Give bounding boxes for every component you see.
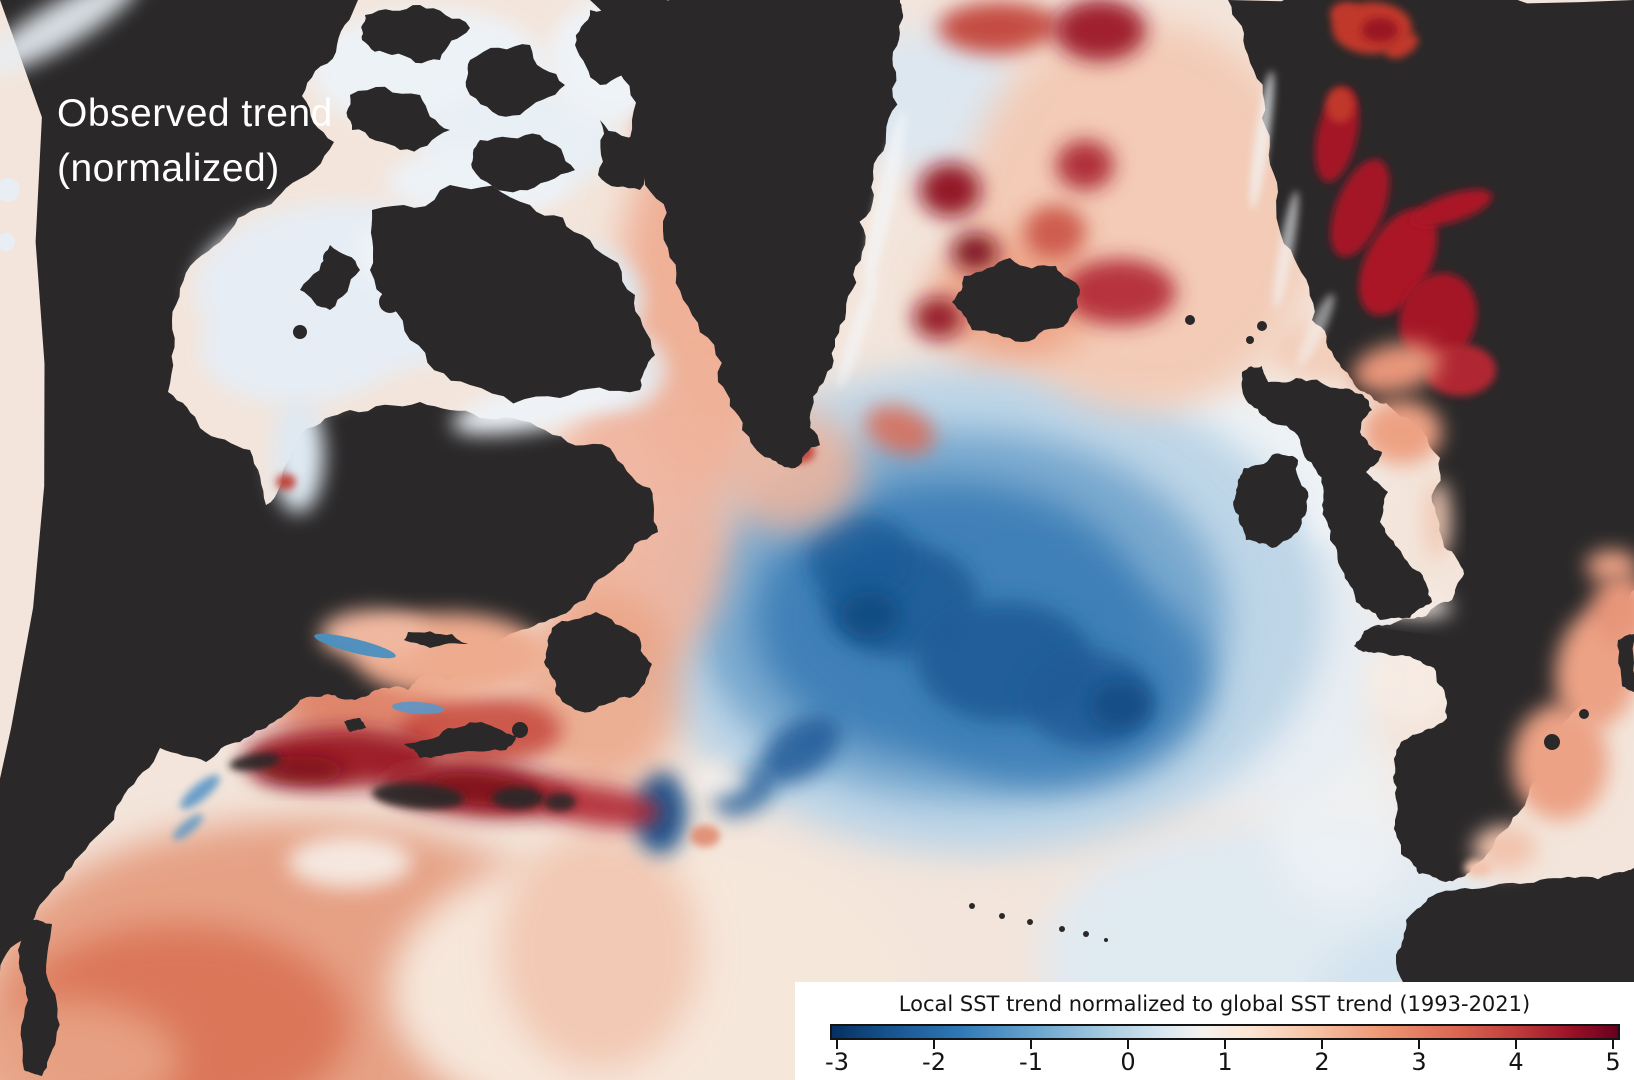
southampton-island: [300, 245, 360, 310]
arctic-island-5: [575, 10, 650, 85]
colorbar-tick: [1127, 1040, 1129, 1049]
colorbar-tick: [1321, 1040, 1323, 1049]
colorbar-tick: [836, 1040, 838, 1049]
colorbar-tick: [1515, 1040, 1517, 1049]
colorbar-gradient: [830, 1024, 1620, 1040]
arctic-island-6: [598, 120, 648, 190]
colorbar-tick-label: 3: [1411, 1048, 1427, 1076]
newfoundland: [544, 612, 652, 713]
map-title: Observed trend (normalized): [57, 86, 333, 196]
great-britain: [1241, 366, 1432, 620]
colorbar-tick-label: 4: [1508, 1048, 1524, 1076]
colorbar-tick: [1224, 1040, 1226, 1049]
colorbar-tick: [1418, 1040, 1420, 1049]
florida: [18, 918, 60, 1076]
colorbar-tick-label: -1: [1019, 1048, 1043, 1076]
nova-scotia: [404, 722, 516, 758]
colorbar-tick-label: 2: [1314, 1048, 1330, 1076]
arctic-island-4: [471, 133, 575, 193]
colorbar-title: Local SST trend normalized to global SST…: [898, 992, 1531, 1016]
colorbar-tick-label: 0: [1120, 1048, 1136, 1076]
colorbar-tick: [1030, 1040, 1032, 1049]
iceland: [952, 258, 1080, 342]
map-title-line1: Observed trend: [57, 92, 333, 135]
coastal-details: [0, 0, 1335, 811]
colorbar-tick-label: 1: [1217, 1048, 1233, 1076]
colorbar-tick: [933, 1040, 935, 1049]
arctic-island-1: [361, 5, 470, 64]
greenland: [590, 0, 904, 469]
arctic-island-2: [465, 44, 565, 117]
anticosti-island: [404, 631, 468, 648]
north-america: [0, 0, 658, 972]
islands: [300, 0, 1634, 758]
map-title-line2: (normalized): [57, 147, 280, 190]
sardinia-edge: [1617, 634, 1634, 692]
colorbar-tick-label: 5: [1605, 1048, 1621, 1076]
colorbar-tick-label: -2: [922, 1048, 946, 1076]
baffin-island: [370, 185, 655, 404]
small-islands: [0, 178, 1589, 942]
arctic-island-3: [346, 86, 450, 152]
colorbar-legend: Local SST trend normalized to global SST…: [795, 982, 1634, 1080]
colorbar-tick: [1612, 1040, 1614, 1049]
cape-cod: [344, 718, 366, 732]
colorbar-tick-label: -3: [825, 1048, 849, 1076]
ireland: [1233, 453, 1309, 548]
